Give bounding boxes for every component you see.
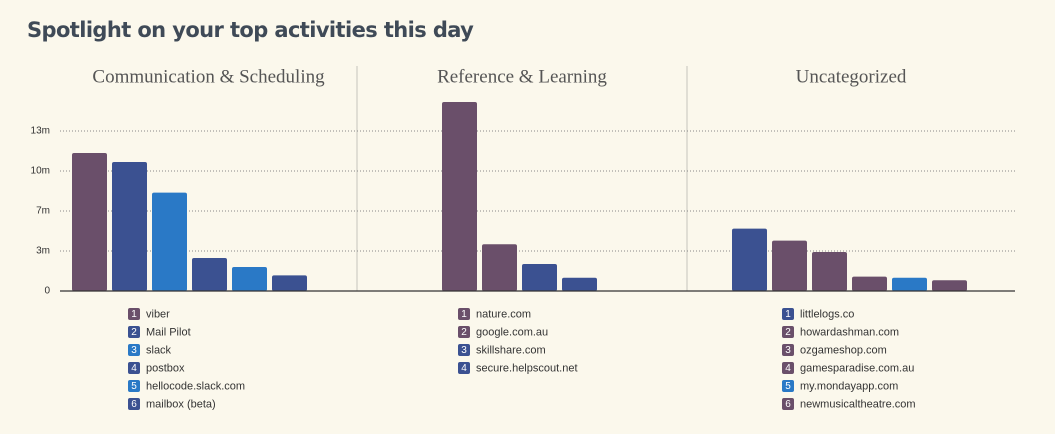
legend-rank: 4	[131, 363, 137, 374]
legend-label: littlelogs.co	[800, 308, 854, 320]
legend-rank: 2	[131, 327, 137, 338]
bar	[812, 252, 847, 291]
legend-badge	[128, 398, 140, 410]
panel-title: Reference & Learning	[437, 66, 607, 87]
legend-badge	[458, 362, 470, 374]
panel-title: Uncategorized	[796, 66, 907, 87]
legend-badge	[782, 344, 794, 356]
legend-badge	[782, 362, 794, 374]
legend-badge	[782, 380, 794, 392]
bar	[192, 258, 227, 291]
y-tick-label: 13m	[31, 126, 50, 137]
legend-label: gamesparadise.com.au	[800, 362, 914, 374]
legend-rank: 3	[785, 345, 791, 356]
legend-rank: 4	[785, 363, 791, 374]
legend-rank: 6	[785, 399, 791, 410]
bar	[72, 153, 107, 291]
page-title: Spotlight on your top activities this da…	[27, 18, 474, 42]
legend-label: viber	[146, 308, 170, 320]
legend-label: slack	[146, 344, 172, 356]
legend-label: newmusicaltheatre.com	[800, 398, 916, 410]
bar	[932, 280, 967, 291]
legend-label: mailbox (beta)	[146, 398, 216, 410]
bar	[852, 276, 887, 291]
legend-badge	[782, 326, 794, 338]
legend-label: howardashman.com	[800, 326, 899, 338]
legend-rank: 4	[461, 363, 467, 374]
panel-title: Communication & Scheduling	[92, 66, 325, 87]
legend-rank: 2	[461, 327, 467, 338]
legend-rank: 2	[785, 327, 791, 338]
legend-rank: 5	[131, 381, 137, 392]
bar	[442, 102, 477, 291]
legend-badge	[128, 362, 140, 374]
bar	[732, 228, 767, 291]
legend-rank: 1	[785, 309, 791, 320]
legend-label: Mail Pilot	[146, 326, 191, 338]
legend-label: skillshare.com	[476, 344, 546, 356]
legend-rank: 6	[131, 399, 137, 410]
bar	[112, 162, 147, 291]
legend-badge	[458, 308, 470, 320]
y-tick-label: 3m	[36, 246, 50, 257]
legend-label: postbox	[146, 362, 185, 374]
bar	[772, 240, 807, 291]
bar	[482, 244, 517, 291]
legend-rank: 3	[461, 345, 467, 356]
legend-label: my.mondayapp.com	[800, 380, 898, 392]
legend-badge	[128, 344, 140, 356]
legend-label: google.com.au	[476, 326, 548, 338]
y-tick-label: 0	[44, 286, 50, 297]
legend-badge	[128, 380, 140, 392]
legend-label: ozgameshop.com	[800, 344, 887, 356]
bar	[152, 192, 187, 291]
legend-badge	[458, 344, 470, 356]
legend-rank: 3	[131, 345, 137, 356]
bar	[522, 264, 557, 291]
legend-badge	[782, 398, 794, 410]
legend-badge	[458, 326, 470, 338]
legend-badge	[782, 308, 794, 320]
bar	[272, 275, 307, 291]
legend-label: hellocode.slack.com	[146, 380, 245, 392]
legend-rank: 1	[461, 309, 467, 320]
bar	[562, 277, 597, 291]
legend-label: nature.com	[476, 308, 531, 320]
legend-rank: 1	[131, 309, 137, 320]
legend-rank: 5	[785, 381, 791, 392]
legend-label: secure.helpscout.net	[476, 362, 578, 374]
legend-badge	[128, 326, 140, 338]
bar	[232, 267, 267, 291]
legend-badge	[128, 308, 140, 320]
bar	[892, 277, 927, 291]
y-tick-label: 10m	[31, 166, 50, 177]
y-tick-label: 7m	[36, 206, 50, 217]
